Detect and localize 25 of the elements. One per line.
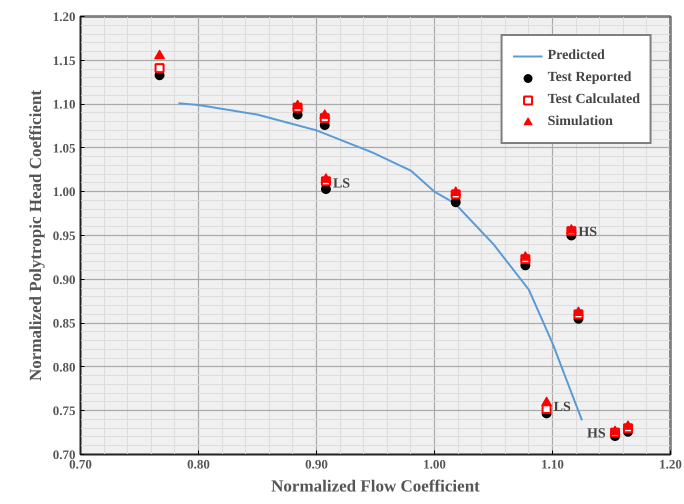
x-tick-label: 1.20 (659, 456, 682, 472)
y-tick-label: 1.15 (52, 52, 76, 68)
legend-label: Test Reported (548, 70, 632, 86)
x-tick-label: 1.10 (541, 456, 564, 472)
y-tick-label: 1.20 (52, 9, 76, 24)
y-tick-label: 1.10 (52, 96, 76, 112)
y-tick-label: 0.85 (52, 316, 76, 331)
annotation: HS (587, 426, 606, 442)
legend-label: Simulation (548, 114, 613, 130)
y-tick-label: 0.75 (52, 403, 76, 418)
legend-label: Test Calculated (548, 92, 640, 108)
y-tick-label: 1.00 (52, 184, 76, 200)
x-axis-title: Normalized Flow Coefficient (271, 476, 480, 496)
y-tick-label: 0.80 (52, 359, 76, 374)
y-axis-title: Normalized Polytropic Head Coefficient (26, 90, 45, 381)
y-tick-label: 1.05 (52, 140, 76, 156)
annotation: HS (578, 224, 598, 240)
annotation: LS (332, 176, 350, 192)
legend-label: Predicted (548, 48, 605, 64)
x-tick-label: 0.90 (305, 456, 328, 472)
y-tick-label: 0.90 (52, 272, 76, 287)
y-tick-label: 0.95 (52, 228, 76, 243)
annotation: LS (554, 400, 571, 416)
x-tick-label: 1.00 (423, 456, 446, 472)
x-tick-label: 0.80 (187, 456, 210, 472)
